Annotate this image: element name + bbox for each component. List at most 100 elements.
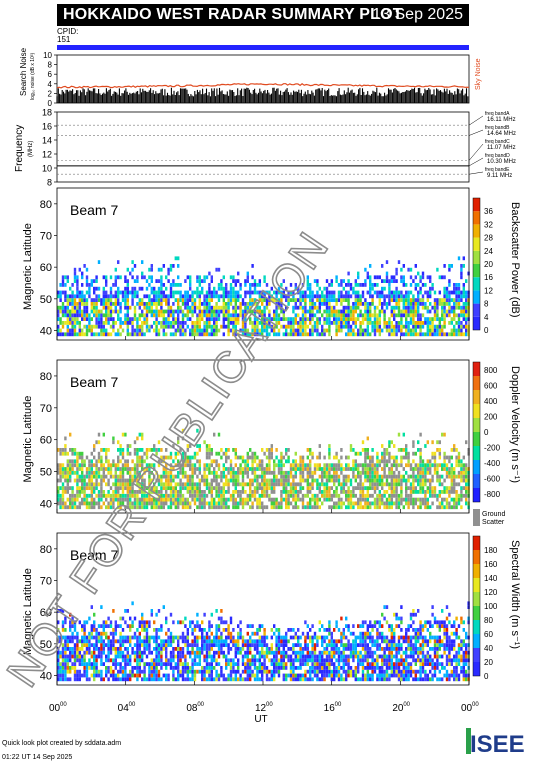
scatter-cell — [179, 669, 182, 674]
scatter-cell — [285, 286, 288, 291]
scatter-cell — [330, 294, 333, 299]
scatter-cell — [124, 677, 127, 682]
scatter-cell — [69, 635, 72, 640]
scatter-cell — [189, 490, 192, 494]
scatter-cell — [184, 290, 187, 295]
scatter-cell — [280, 493, 283, 498]
scatter-cell — [83, 631, 86, 636]
scatter-cell — [184, 451, 187, 456]
scatter-cell — [59, 448, 62, 452]
scatter-cell — [297, 490, 300, 494]
scatter-cell — [100, 324, 103, 329]
scatter-cell — [335, 328, 338, 333]
scatter-cell — [304, 309, 307, 314]
scatter-cell — [246, 332, 249, 337]
scatter-cell — [61, 662, 65, 666]
scatter-cell — [196, 286, 199, 291]
scatter-cell — [217, 505, 221, 510]
scatter-cell — [383, 459, 386, 464]
scatter-cell — [328, 474, 331, 479]
scatter-cell — [301, 298, 305, 302]
scatter-cell — [460, 490, 463, 494]
scatter-cell — [203, 470, 206, 475]
scatter-cell — [429, 459, 432, 464]
scatter-cell — [462, 486, 465, 491]
scatter-cell — [277, 286, 281, 291]
scatter-cell — [273, 470, 276, 475]
scatter-cell — [287, 459, 290, 464]
scatter-cell — [150, 309, 153, 314]
scatter-cell — [201, 639, 204, 644]
scatter-cell — [407, 328, 410, 333]
scatter-cell — [177, 643, 180, 647]
scatter-cell — [402, 283, 405, 287]
scatter-cell — [448, 283, 451, 287]
scatter-cell — [162, 313, 165, 318]
scatter-cell — [210, 658, 213, 663]
scatter-cell — [306, 275, 309, 280]
scatter-cell — [402, 432, 405, 437]
scatter-cell — [136, 493, 139, 498]
scatter-cell — [263, 474, 266, 479]
scatter-cell — [93, 302, 96, 306]
scatter-cell — [69, 328, 72, 333]
scatter-cell — [318, 321, 321, 325]
scatter-cell — [345, 332, 348, 337]
scatter-cell — [258, 294, 261, 299]
scatter-cell — [275, 317, 278, 321]
scatter-cell — [109, 309, 113, 314]
scatter-cell — [162, 643, 165, 647]
scatter-cell — [354, 302, 357, 306]
scatter-cell — [66, 470, 69, 475]
scatter-cell — [76, 490, 79, 494]
scatter-cell — [66, 328, 69, 333]
scatter-cell — [78, 302, 81, 306]
scatter-cell — [311, 493, 314, 498]
scatter-cell — [232, 505, 235, 510]
scatter-cell — [85, 283, 89, 287]
scatter-cell — [57, 328, 60, 333]
sky-noise-line — [56, 83, 470, 89]
scatter-cell — [90, 328, 93, 333]
scatter-cell — [345, 455, 348, 460]
scatter-cell — [165, 643, 168, 647]
scatter-cell — [93, 490, 96, 494]
scatter-cell — [165, 474, 168, 479]
scatter-cell — [73, 501, 77, 506]
scatter-cell — [181, 317, 185, 321]
scatter-cell — [409, 463, 413, 468]
scatter-cell — [371, 478, 374, 483]
scatter-cell — [220, 474, 223, 479]
scatter-cell — [234, 482, 237, 487]
scatter-cell — [364, 478, 367, 483]
scatter-cell — [402, 305, 405, 310]
scatter-cell — [196, 305, 199, 310]
scatter-cell — [222, 305, 225, 310]
scatter-cell — [162, 482, 165, 487]
scatter-cell — [57, 501, 60, 506]
scatter-cell — [172, 658, 175, 663]
scatter-cell — [457, 317, 461, 321]
scatter-cell — [445, 302, 449, 306]
scatter-cell — [136, 463, 139, 468]
scatter-cell — [265, 302, 269, 306]
scatter-cell — [160, 294, 163, 299]
scatter-cell — [95, 662, 98, 666]
scatter-cell — [390, 294, 393, 299]
scatter-cell — [117, 486, 120, 491]
scatter-cell — [397, 474, 401, 479]
scatter-cell — [328, 455, 331, 460]
scatter-cell — [462, 313, 465, 318]
scatter-cell — [64, 643, 67, 647]
scatter-cell — [71, 624, 74, 628]
scatter-cell — [201, 501, 204, 506]
scatter-cell — [433, 328, 437, 333]
scatter-cell — [112, 609, 115, 613]
scatter-cell — [304, 505, 307, 510]
magnetic-latitude-label: Magnetic Latitude — [22, 223, 34, 310]
scatter-cell — [383, 324, 386, 329]
scatter-cell — [309, 497, 312, 502]
scatter-cell — [366, 501, 369, 506]
scatter-cell — [383, 298, 386, 302]
